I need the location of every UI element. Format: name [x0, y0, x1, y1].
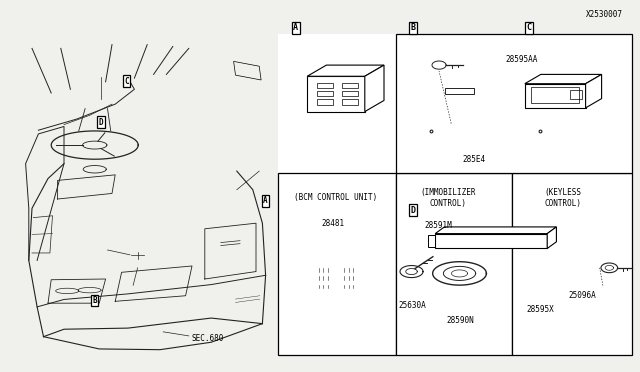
Bar	[278, 34, 632, 355]
Text: 25096A: 25096A	[568, 291, 596, 300]
Text: A: A	[293, 23, 298, 32]
Text: 25630A: 25630A	[399, 301, 427, 310]
Polygon shape	[307, 65, 384, 76]
Polygon shape	[435, 234, 547, 248]
Polygon shape	[365, 65, 384, 112]
Text: D: D	[99, 118, 104, 126]
Polygon shape	[547, 227, 556, 248]
Bar	[396, 173, 512, 355]
Text: A: A	[263, 196, 268, 205]
Polygon shape	[586, 74, 602, 108]
Text: C: C	[124, 77, 129, 86]
Text: 28595X: 28595X	[526, 305, 554, 314]
Text: 28591M: 28591M	[424, 221, 452, 230]
Bar	[512, 173, 632, 355]
Text: 28590N: 28590N	[447, 316, 475, 325]
Text: B: B	[92, 296, 97, 305]
Bar	[396, 34, 632, 173]
Polygon shape	[525, 74, 602, 84]
Text: 28481: 28481	[321, 219, 344, 228]
Bar	[278, 173, 396, 355]
Polygon shape	[428, 235, 435, 247]
Text: B: B	[410, 23, 415, 32]
Text: C: C	[527, 23, 532, 32]
Polygon shape	[435, 227, 556, 234]
Text: (BCM CONTROL UNIT): (BCM CONTROL UNIT)	[294, 193, 378, 202]
Text: 28595AA: 28595AA	[506, 55, 538, 64]
Text: D: D	[410, 206, 415, 215]
Text: X2530007: X2530007	[586, 10, 623, 19]
Text: (KEYLESS
CONTROL): (KEYLESS CONTROL)	[545, 188, 582, 208]
Polygon shape	[525, 84, 586, 108]
Text: SEC.680: SEC.680	[192, 334, 225, 343]
Text: 285E4: 285E4	[462, 155, 485, 164]
Text: (IMMOBILIZER
CONTROL): (IMMOBILIZER CONTROL)	[420, 188, 476, 208]
Polygon shape	[307, 76, 365, 112]
Polygon shape	[445, 89, 474, 94]
